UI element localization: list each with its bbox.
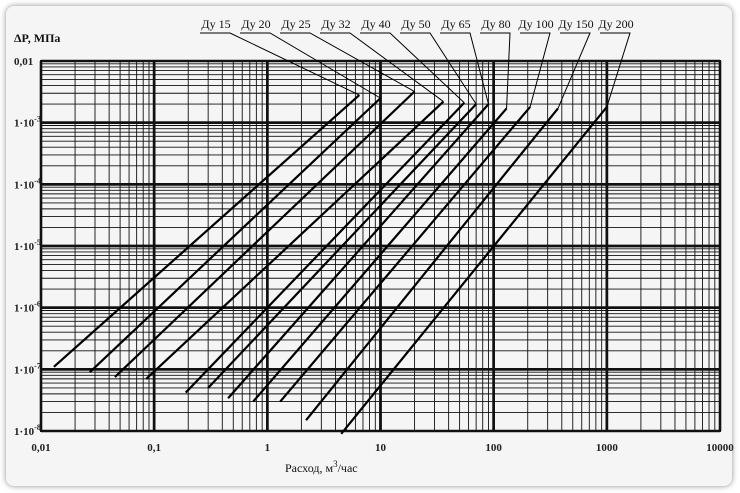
grid	[39, 59, 722, 433]
y-tick-base: 1·10	[14, 364, 35, 376]
y-tick-label: 1·10-5	[14, 238, 41, 253]
legend-label: Ду 50	[401, 17, 430, 31]
y-axis-label: ΔP, МПа	[14, 31, 60, 45]
y-tick-base: 1·10	[14, 241, 35, 253]
x-tick-label: 100	[485, 442, 502, 454]
legend-label: Ду 200	[598, 17, 633, 31]
legend-label: Ду 150	[558, 17, 593, 31]
x-tick-label: 1	[265, 442, 271, 454]
y-tick-exponent: -4	[34, 176, 41, 185]
legend-label: Ду 100	[518, 17, 553, 31]
x-axis-label: Расход, м3/час	[285, 459, 358, 475]
y-tick-exponent: -5	[34, 238, 41, 247]
legend-label: Ду 20	[241, 17, 270, 31]
x-tick-label: 1000	[596, 442, 619, 454]
x-tick-label: 0,01	[31, 442, 50, 454]
legend-leader-line	[480, 32, 511, 109]
legend-leader-line	[360, 32, 465, 104]
y-tick-base: 1·10	[14, 179, 35, 191]
y-tick-exponent: -6	[34, 300, 41, 309]
series-line	[252, 107, 508, 403]
y-tick-base: 1·10	[14, 303, 35, 315]
legend-label: Ду 80	[481, 17, 510, 31]
tick-labels: 0,01 0,1 1 10 100 1000 100000,011·10-31·10-41·…	[14, 56, 734, 454]
y-tick-label: 1·10-3	[14, 115, 41, 130]
y-tick-label: 1·10-8	[14, 423, 41, 438]
legend-label: Ду 15	[201, 17, 230, 31]
series-line	[279, 106, 531, 403]
y-tick-base: 1·10	[14, 426, 35, 438]
legend-leader-line	[440, 32, 489, 105]
legend-leader-line	[557, 32, 591, 109]
legend: Ду 15 Ду 20 Ду 25 Ду 32 Ду 40 Ду 50 Ду 65 Ду 80…	[200, 17, 634, 109]
legend-label: Ду 40	[361, 17, 390, 31]
legend-label: Ду 25	[281, 17, 310, 31]
y-tick-base: 1·10	[14, 118, 35, 130]
series-line	[114, 90, 416, 378]
y-tick-exponent: -8	[34, 423, 41, 432]
series-line	[89, 97, 382, 373]
series-line	[340, 106, 608, 435]
legend-label: Ду 32	[321, 17, 350, 31]
legend-leader-line	[520, 32, 551, 108]
x-axis-label-suffix: /час	[338, 461, 358, 475]
legend-leader-line	[600, 32, 631, 108]
series-line	[53, 94, 361, 368]
legend-leader-line	[280, 32, 415, 92]
x-tick-label: 10000	[706, 442, 734, 454]
y-tick-label: 1·10-7	[14, 361, 41, 376]
y-tick-exponent: -7	[34, 361, 41, 370]
series-line	[305, 107, 559, 421]
legend-leader-line	[200, 32, 360, 96]
y-tick-label: 1·10-6	[14, 300, 41, 315]
legend-label: Ду 65	[441, 17, 470, 31]
series-line	[207, 103, 477, 389]
series-line	[184, 102, 466, 394]
y-tick-label: 1·10-4	[14, 176, 41, 191]
y-tick-base: 0,01	[14, 56, 33, 68]
x-axis-label-text: Расход, м	[285, 461, 333, 475]
y-tick-exponent: -3	[34, 115, 41, 124]
x-tick-label: 0,1	[147, 442, 161, 454]
x-tick-label: 10	[375, 442, 387, 454]
series-line	[227, 103, 490, 399]
legend-leader-line	[400, 32, 477, 105]
series-lines	[53, 90, 608, 435]
series-line	[145, 100, 445, 380]
y-tick-label: 0,01	[14, 56, 33, 68]
legend-leader-line	[240, 32, 381, 99]
plot-border	[40, 60, 721, 432]
legend-leader-line	[320, 32, 444, 102]
x-axis-label-sup: 3	[333, 459, 338, 469]
